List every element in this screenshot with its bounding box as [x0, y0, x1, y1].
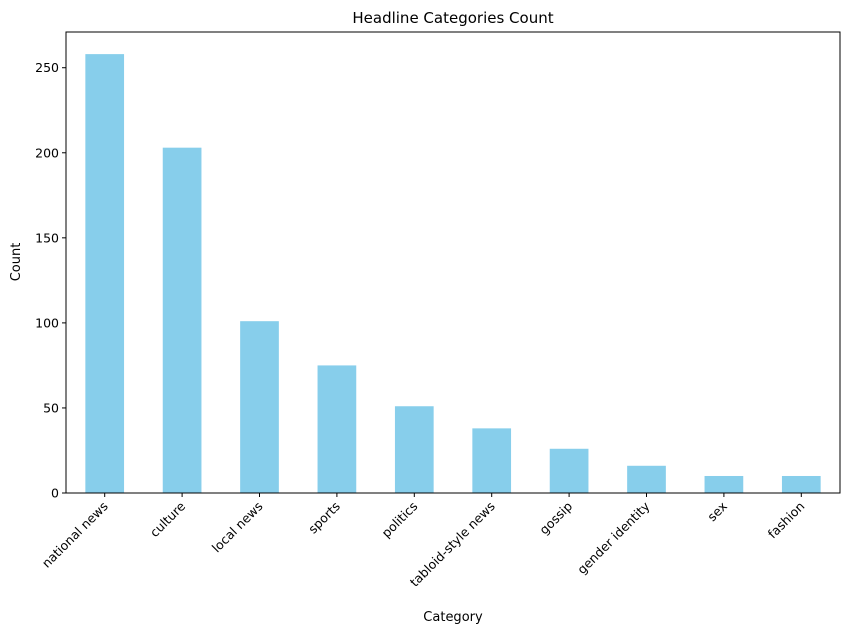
- x-axis-label: Category: [423, 610, 483, 625]
- y-tick-label: 200: [35, 145, 59, 160]
- bar-gender-identity: [627, 465, 666, 493]
- bar-fashion: [781, 475, 821, 493]
- bar-sex: [704, 475, 744, 493]
- bar-tabloid-style-news: [472, 428, 512, 493]
- x-tick-label: sex: [704, 499, 730, 525]
- y-tick-label: 250: [35, 60, 59, 75]
- x-tick-label: politics: [378, 499, 420, 541]
- x-tick-label: culture: [147, 498, 189, 540]
- x-tick-label: fashion: [765, 499, 808, 542]
- x-axis-ticks: national news culture local news sports poli…: [39, 493, 808, 590]
- bar-sports: [317, 365, 357, 493]
- y-tick-label: 150: [35, 230, 59, 245]
- y-tick-label: 50: [43, 400, 59, 415]
- x-tick-label: sports: [305, 499, 343, 537]
- x-tick-label: tabloid-style news: [407, 499, 498, 590]
- bar-politics: [394, 406, 434, 493]
- y-axis-ticks: 0 50 100 150 200 250: [35, 60, 66, 501]
- x-tick-label: gender identity: [574, 498, 653, 577]
- x-tick-label: gossip: [536, 498, 575, 537]
- plot-frame: [65, 31, 841, 494]
- bar-gossip: [549, 448, 589, 493]
- y-tick-label: 0: [51, 486, 59, 501]
- y-tick-label: 100: [35, 315, 59, 330]
- y-axis-label: Count: [9, 243, 24, 282]
- bar-culture: [162, 147, 202, 493]
- bar-national-news: [85, 54, 125, 494]
- bar-local-news: [240, 321, 279, 493]
- x-tick-label: national news: [39, 499, 111, 571]
- chart-title: Headline Categories Count: [352, 9, 553, 27]
- bars: [85, 54, 821, 494]
- x-tick-label: local news: [209, 499, 266, 556]
